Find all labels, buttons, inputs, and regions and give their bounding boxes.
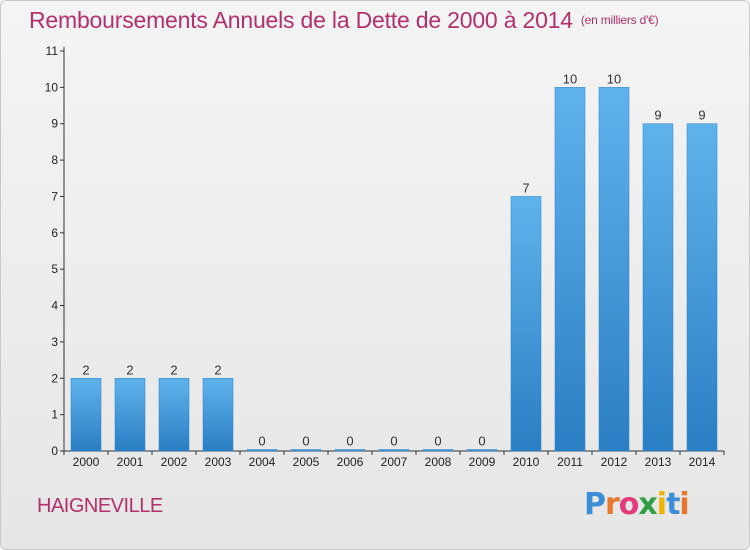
y-tick-label: 9 [51,117,58,131]
data-label: 0 [258,434,265,449]
proxiti-logo[interactable]: Proxiti [584,487,690,522]
bar [334,449,366,452]
bar [378,449,410,452]
data-label: 2 [126,362,133,377]
data-label: 0 [434,434,441,449]
y-tick-label: 6 [51,226,58,240]
data-label: 10 [607,71,621,86]
data-label: 0 [346,434,353,449]
y-tick-label: 0 [51,444,58,458]
bar [158,378,190,452]
y-tick-label: 10 [45,80,59,94]
data-label: 10 [563,71,577,86]
x-tick-label: 2010 [513,455,540,469]
bar [246,449,278,452]
y-tick-label: 2 [51,371,58,385]
data-label: 7 [522,180,529,195]
bar [114,378,146,452]
x-axis: 2000 2001 2002 2003 2004 2005 2006 2007 2008 2009… [63,450,725,469]
x-tick-label: 2009 [469,455,496,469]
x-tick-label: 2006 [337,455,364,469]
bar [466,449,498,452]
y-tick-label: 7 [51,189,58,203]
bar [642,123,674,452]
data-label: 0 [390,434,397,449]
x-tick-label: 2011 [557,455,583,469]
y-tick-label: 5 [51,262,58,276]
x-tick-label: 2000 [73,455,100,469]
x-tick-label: 2005 [293,455,320,469]
x-tick-label: 2007 [381,455,408,469]
bar [70,378,102,452]
data-label: 2 [214,362,221,377]
data-label: 0 [302,434,309,449]
data-label: 2 [82,362,89,377]
bars [70,87,718,452]
x-tick-label: 2012 [601,455,628,469]
y-tick-label: 4 [51,299,58,313]
data-labels: 2 2 2 2 0 0 0 0 0 0 7 10 10 9 9 [82,71,705,448]
bar [290,449,322,452]
bar [598,87,630,452]
x-tick-label: 2008 [425,455,452,469]
x-tick-label: 2004 [249,455,276,469]
x-tick-label: 2014 [689,455,716,469]
y-tick-label: 3 [51,335,58,349]
chart-title: Remboursements Annuels de la Dette de 20… [29,7,659,34]
commune-name: HAIGNEVILLE [37,495,163,517]
bar [202,378,234,452]
bar [554,87,586,452]
data-label: 9 [698,108,705,123]
x-tick-label: 2002 [161,455,188,469]
y-tick-label: 11 [46,44,59,58]
y-tick-label: 8 [51,153,58,167]
x-tick-label: 2013 [645,455,672,469]
data-label: 2 [170,362,177,377]
bar [510,196,542,452]
data-label: 0 [478,434,485,449]
x-tick-label: 2003 [205,455,232,469]
y-tick-label: 1 [51,408,58,422]
bar [686,123,718,452]
chart-unit: (en milliers d'€) [580,13,659,27]
bar [422,449,454,452]
data-label: 9 [654,108,661,123]
chart-title-text: Remboursements Annuels de la Dette de 20… [29,7,573,33]
y-axis: 0 1 2 3 4 5 6 7 8 9 10 11 [45,44,65,458]
x-tick-label: 2001 [117,455,144,469]
